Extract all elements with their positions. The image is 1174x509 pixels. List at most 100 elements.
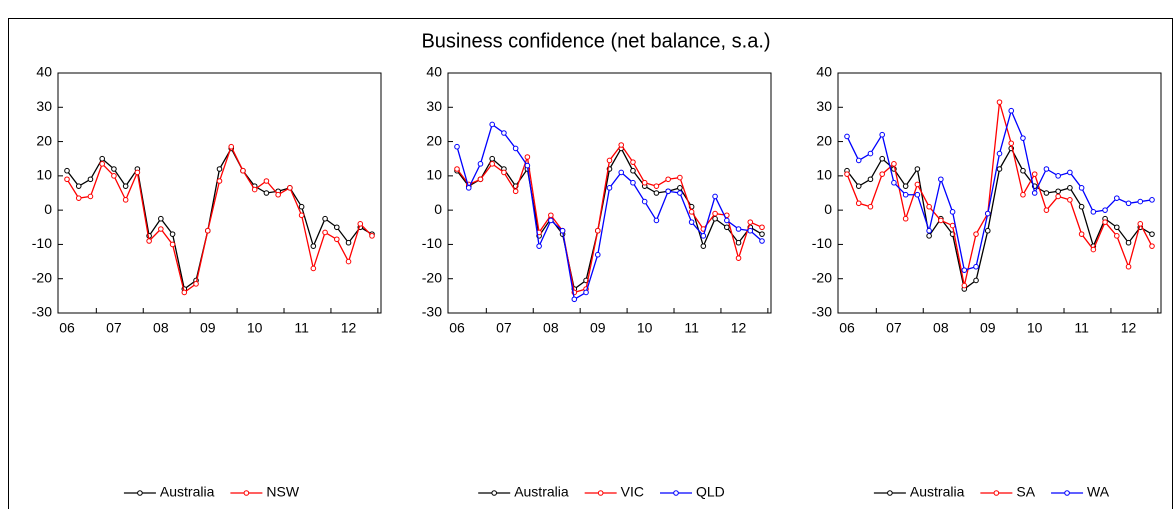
point: [1043, 207, 1050, 213]
point: [181, 289, 188, 296]
point: [99, 155, 105, 162]
y-tick-label: 0: [824, 201, 832, 217]
point: [996, 150, 1003, 157]
point: [677, 190, 683, 196]
point: [1020, 135, 1026, 141]
point: [310, 265, 317, 272]
point: [879, 131, 885, 138]
point: [275, 191, 281, 198]
x-tick-label: 09: [980, 320, 996, 336]
legend-label: NSW: [266, 484, 299, 500]
point: [1020, 191, 1026, 198]
point: [665, 188, 671, 195]
point: [512, 145, 519, 152]
point: [122, 183, 129, 189]
point: [902, 215, 909, 222]
point: [902, 183, 909, 189]
x-tick-label: 12: [1121, 320, 1137, 336]
point: [524, 162, 531, 169]
point: [1125, 200, 1132, 207]
point: [855, 200, 862, 207]
point: [158, 215, 164, 222]
x-tick-label: 11: [684, 320, 699, 336]
y-tick-label: -30: [812, 304, 832, 320]
point: [949, 222, 956, 229]
point: [984, 210, 991, 217]
point: [1043, 166, 1050, 172]
point: [1031, 190, 1038, 196]
point: [477, 161, 484, 167]
point: [240, 167, 246, 174]
legend-label: VIC: [621, 484, 644, 500]
point: [1102, 207, 1108, 213]
point: [87, 193, 94, 200]
point: [501, 130, 507, 136]
point: [548, 212, 554, 219]
y-tick-label: 20: [36, 132, 52, 148]
point: [700, 243, 707, 249]
point: [369, 233, 375, 239]
point: [996, 166, 1003, 172]
y-tick-label: 30: [816, 98, 832, 114]
point: [1149, 231, 1155, 237]
y-tick-label: 20: [816, 132, 832, 148]
point: [973, 263, 979, 270]
x-tick-label: 11: [1074, 320, 1089, 336]
chart-title: Business confidence (net balance, s.a.): [421, 30, 770, 52]
point: [228, 143, 235, 150]
point: [712, 215, 718, 222]
x-tick-label: 08: [543, 320, 559, 336]
x-tick-label: 06: [839, 320, 855, 336]
point: [1067, 185, 1073, 191]
point: [665, 176, 671, 183]
point: [618, 142, 625, 148]
point: [914, 191, 921, 198]
plot-area: [447, 72, 772, 314]
point: [111, 166, 117, 172]
point: [345, 239, 352, 246]
point: [949, 209, 956, 215]
point: [158, 226, 164, 232]
point: [902, 191, 909, 198]
point: [973, 231, 979, 237]
point: [688, 209, 695, 215]
y-tick-label: -10: [32, 235, 52, 251]
point: [926, 203, 932, 210]
y-tick-label: 0: [44, 201, 52, 217]
point: [310, 243, 317, 249]
point: [926, 227, 932, 234]
x-tick-label: 07: [496, 320, 512, 336]
point: [735, 239, 742, 246]
point: [216, 178, 223, 184]
point: [867, 150, 874, 157]
point: [216, 166, 223, 172]
point: [641, 198, 648, 205]
point: [536, 243, 542, 249]
point: [298, 212, 305, 219]
point: [263, 178, 270, 184]
y-tick-label: -10: [422, 235, 442, 251]
x-tick-label: 11: [294, 320, 309, 336]
point: [122, 197, 129, 203]
point: [926, 233, 932, 239]
point: [1008, 107, 1015, 114]
x-tick-label: 09: [590, 320, 606, 336]
y-tick-label: 40: [426, 64, 442, 80]
point: [1031, 171, 1038, 177]
x-tick-label: 07: [886, 320, 902, 336]
point: [1008, 140, 1015, 147]
point: [914, 166, 921, 172]
point: [653, 183, 660, 189]
point: [489, 161, 495, 167]
y-tick-label: 10: [816, 167, 832, 183]
point: [193, 281, 199, 287]
point: [1055, 188, 1061, 195]
y-tick-label: -20: [32, 269, 52, 285]
point: [465, 185, 472, 191]
point: [1125, 263, 1132, 270]
x-tick-label: 06: [59, 320, 75, 336]
point: [688, 219, 695, 225]
point: [630, 179, 636, 186]
point: [735, 226, 742, 232]
point: [477, 176, 484, 183]
